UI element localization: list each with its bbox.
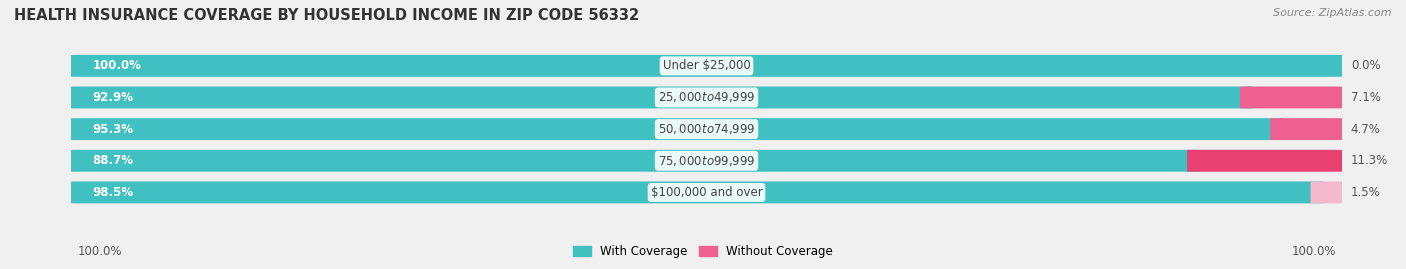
FancyBboxPatch shape bbox=[72, 182, 1323, 203]
FancyBboxPatch shape bbox=[1240, 87, 1341, 108]
Text: 0.0%: 0.0% bbox=[1351, 59, 1381, 72]
FancyBboxPatch shape bbox=[72, 55, 1341, 77]
Text: $25,000 to $49,999: $25,000 to $49,999 bbox=[658, 90, 755, 104]
Text: 100.0%: 100.0% bbox=[77, 245, 122, 258]
FancyBboxPatch shape bbox=[72, 118, 1341, 140]
FancyBboxPatch shape bbox=[1310, 182, 1341, 203]
FancyBboxPatch shape bbox=[1270, 118, 1341, 140]
FancyBboxPatch shape bbox=[72, 87, 1253, 108]
Text: 95.3%: 95.3% bbox=[93, 123, 134, 136]
Text: 11.3%: 11.3% bbox=[1351, 154, 1388, 167]
Text: Under $25,000: Under $25,000 bbox=[662, 59, 751, 72]
FancyBboxPatch shape bbox=[72, 55, 1341, 77]
FancyBboxPatch shape bbox=[72, 182, 1341, 203]
Text: 1.5%: 1.5% bbox=[1351, 186, 1381, 199]
Text: $75,000 to $99,999: $75,000 to $99,999 bbox=[658, 154, 755, 168]
Legend: With Coverage, Without Coverage: With Coverage, Without Coverage bbox=[568, 241, 838, 263]
Text: $100,000 and over: $100,000 and over bbox=[651, 186, 762, 199]
Text: 98.5%: 98.5% bbox=[93, 186, 134, 199]
Text: 88.7%: 88.7% bbox=[93, 154, 134, 167]
Text: 92.9%: 92.9% bbox=[93, 91, 134, 104]
FancyBboxPatch shape bbox=[72, 150, 1199, 172]
FancyBboxPatch shape bbox=[72, 118, 1282, 140]
Text: Source: ZipAtlas.com: Source: ZipAtlas.com bbox=[1274, 8, 1392, 18]
Text: 100.0%: 100.0% bbox=[93, 59, 142, 72]
Text: 7.1%: 7.1% bbox=[1351, 91, 1381, 104]
FancyBboxPatch shape bbox=[1187, 150, 1341, 172]
Text: $50,000 to $74,999: $50,000 to $74,999 bbox=[658, 122, 755, 136]
FancyBboxPatch shape bbox=[72, 150, 1341, 172]
FancyBboxPatch shape bbox=[72, 87, 1341, 108]
Text: 4.7%: 4.7% bbox=[1351, 123, 1381, 136]
Text: 100.0%: 100.0% bbox=[1291, 245, 1336, 258]
Text: HEALTH INSURANCE COVERAGE BY HOUSEHOLD INCOME IN ZIP CODE 56332: HEALTH INSURANCE COVERAGE BY HOUSEHOLD I… bbox=[14, 8, 640, 23]
